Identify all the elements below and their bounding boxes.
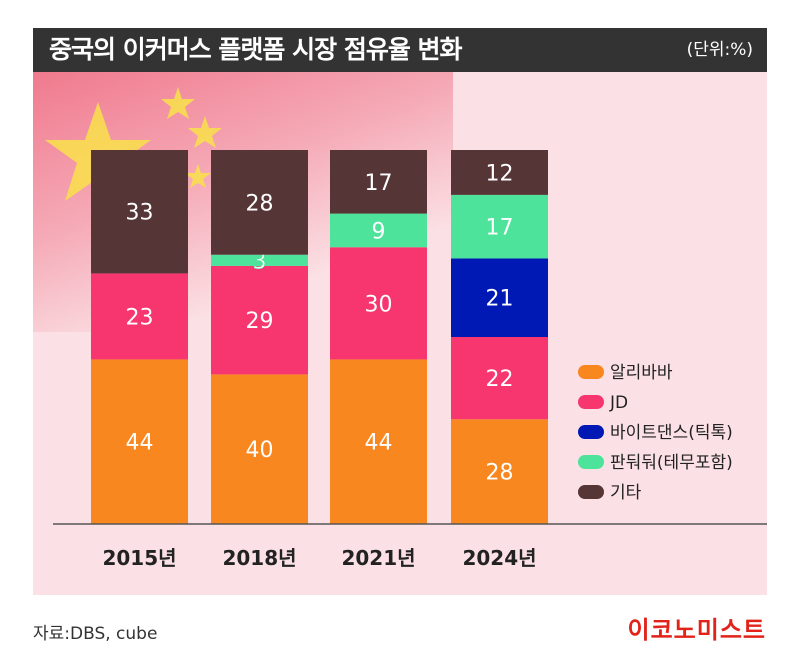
bar-segment: [211, 254, 308, 266]
unit-label: (단위:%): [686, 40, 753, 60]
data-label: 21: [486, 287, 514, 312]
stacked-bar-chart: 44 23 33 40 29 3 28 44 30 9 17 28 22 21 17 12 2015년 2018…: [45, 87, 767, 570]
x-tick-label: 2021년: [341, 546, 415, 570]
x-tick-label: 2018년: [222, 546, 296, 570]
data-label: 44: [126, 431, 154, 456]
bar-segment: [330, 213, 427, 248]
small-star-icon: [188, 116, 222, 148]
data-label: 9: [372, 219, 386, 244]
bar-segment: [451, 150, 548, 195]
data-label: 33: [126, 201, 154, 226]
data-label: 44: [365, 431, 393, 456]
bar-segment: [451, 337, 548, 420]
x-tick-label: 2015년: [102, 546, 176, 570]
bar-segment: [91, 150, 188, 274]
data-label: 3: [253, 249, 267, 274]
data-label: 23: [126, 305, 154, 330]
source-note: 자료:DBS, cube: [33, 624, 158, 644]
data-label: 28: [486, 461, 514, 486]
legend-swatch: [578, 365, 604, 379]
legend: 알리바바 JD 바이트댄스(틱톡) 판둬둬(테무포함) 기타: [578, 363, 733, 503]
legend-label: JD: [609, 393, 628, 413]
data-label: 28: [246, 191, 274, 216]
x-axis-ticks: 2015년 2018년 2021년 2024년: [102, 546, 536, 570]
small-star-icon: [185, 164, 211, 188]
legend-swatch: [578, 425, 604, 439]
legend-swatch: [578, 455, 604, 469]
bar-segment: [91, 273, 188, 360]
bar-segment: [451, 419, 548, 524]
chart-title: 중국의 이커머스 플랫폼 시장 점유율 변화: [49, 35, 463, 64]
data-label: 17: [365, 171, 393, 196]
bar-segment: [330, 150, 427, 214]
publisher-logo: 이코노미스트: [627, 616, 766, 644]
data-label: 17: [486, 216, 514, 241]
legend-label: 바이트댄스(틱톡): [610, 423, 733, 443]
bar-segment: [211, 150, 308, 255]
small-star-icon: [161, 87, 195, 119]
bar-segment: [91, 359, 188, 524]
bar-segment: [451, 258, 548, 337]
legend-swatch: [578, 485, 604, 499]
bars-group: 44 23 33 40 29 3 28 44 30 9 17 28 22 21 17 12: [91, 150, 548, 524]
title-bar: 중국의 이커머스 플랫폼 시장 점유율 변화 (단위:%): [33, 28, 767, 72]
bar-segment: [211, 374, 308, 524]
data-label: 29: [246, 309, 274, 334]
legend-label: 판둬둬(테무포함): [610, 453, 733, 473]
data-label: 12: [486, 161, 514, 186]
legend-swatch: [578, 395, 604, 409]
data-label: 22: [486, 367, 514, 392]
bar-segment: [330, 359, 427, 524]
bar-segment: [330, 247, 427, 360]
bar-segment: [211, 265, 308, 375]
bar-segment: [451, 194, 548, 259]
plot-area: 44 23 33 40 29 3 28 44 30 9 17 28 22 21 17 12 2015년 2018…: [33, 72, 767, 595]
x-tick-label: 2024년: [462, 546, 536, 570]
data-label: 30: [365, 292, 393, 317]
legend-label: 알리바바: [610, 363, 673, 383]
data-label: 40: [246, 438, 274, 463]
legend-label: 기타: [610, 483, 642, 503]
